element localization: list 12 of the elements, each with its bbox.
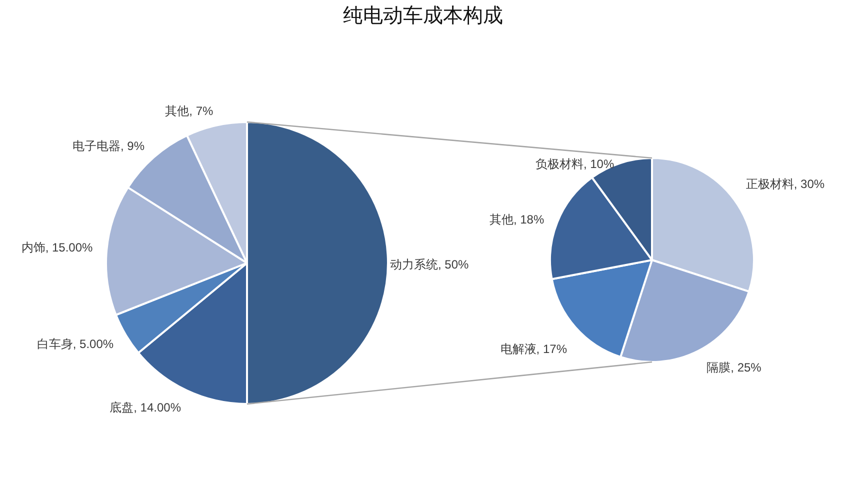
slice-label: 动力系统, 50% xyxy=(390,257,470,272)
slice-label: 电解液, 17% xyxy=(500,342,568,356)
slice-label: 其他, 7% xyxy=(165,104,214,118)
chart-title: 纯电动车成本构成 xyxy=(342,4,504,29)
slice-label: 其他, 18% xyxy=(489,212,544,227)
slice-label: 内饰, 15.00% xyxy=(21,240,94,255)
slice-label: 白车身, 5.00% xyxy=(36,337,114,352)
slice-label: 负极材料, 10% xyxy=(535,156,614,171)
slice-label: 电子电器, 9% xyxy=(72,139,145,154)
slice-label: 底盘, 14.00% xyxy=(110,400,182,415)
slice-label: 隔膜, 25% xyxy=(706,360,762,375)
slice-label: 正极材料, 30% xyxy=(746,177,825,192)
